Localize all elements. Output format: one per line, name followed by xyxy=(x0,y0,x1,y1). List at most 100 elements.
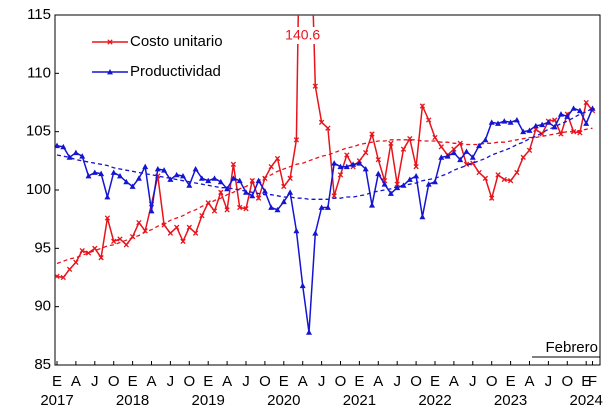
point xyxy=(129,183,136,189)
point xyxy=(344,152,350,158)
year-label: 2023 xyxy=(494,392,527,409)
point xyxy=(551,124,558,130)
legend-label: Productividad xyxy=(130,63,221,80)
point xyxy=(237,204,243,211)
point xyxy=(274,206,281,213)
point xyxy=(306,329,312,335)
y-tick-label: 85 xyxy=(34,356,51,373)
point xyxy=(413,164,419,170)
x-tick-label: O xyxy=(486,373,498,390)
point xyxy=(230,175,237,181)
point xyxy=(148,208,155,214)
point xyxy=(249,192,256,199)
point xyxy=(583,120,590,126)
x-tick-label: O xyxy=(335,373,347,390)
point xyxy=(293,227,300,234)
point xyxy=(495,172,501,178)
point xyxy=(406,176,413,182)
year-label: 2019 xyxy=(192,392,225,409)
point xyxy=(98,255,104,261)
x-tick-label: E xyxy=(52,373,62,390)
point xyxy=(192,166,199,172)
point xyxy=(325,125,331,131)
point xyxy=(350,161,357,167)
x-tick-label: O xyxy=(183,373,195,390)
point xyxy=(419,103,426,109)
point xyxy=(362,166,369,172)
point xyxy=(552,117,558,123)
point xyxy=(73,259,79,265)
point xyxy=(526,147,533,153)
x-tick-label: O xyxy=(410,373,422,390)
point xyxy=(98,170,105,177)
point xyxy=(255,195,262,201)
x-tick-label: J xyxy=(318,373,326,390)
point xyxy=(444,153,451,159)
point xyxy=(337,172,344,178)
point xyxy=(450,149,457,156)
point xyxy=(211,175,218,181)
point xyxy=(495,120,501,126)
point xyxy=(513,117,520,123)
point xyxy=(489,195,495,201)
point xyxy=(243,189,249,195)
point xyxy=(577,130,583,136)
point xyxy=(110,169,117,175)
point xyxy=(463,161,470,167)
point xyxy=(387,190,394,196)
point xyxy=(280,198,287,205)
point xyxy=(507,178,514,184)
x-tick-label: E xyxy=(581,373,591,390)
point xyxy=(312,83,318,89)
point xyxy=(129,234,136,240)
point xyxy=(230,161,237,167)
x-tick-label: A xyxy=(146,373,156,390)
point xyxy=(520,154,526,160)
point xyxy=(224,207,230,213)
point xyxy=(482,136,489,143)
point xyxy=(79,248,85,254)
year-label: 2024 xyxy=(570,392,603,409)
point xyxy=(564,113,571,119)
point xyxy=(287,189,294,195)
point xyxy=(501,176,507,183)
point xyxy=(142,163,149,170)
point xyxy=(394,184,401,191)
point xyxy=(111,238,117,244)
point xyxy=(520,128,527,135)
x-tick-label: O xyxy=(561,373,573,390)
point xyxy=(85,250,92,256)
point xyxy=(104,194,111,200)
point xyxy=(343,163,350,170)
point xyxy=(375,157,381,163)
point xyxy=(85,173,92,179)
data-label-bg xyxy=(280,27,325,44)
point xyxy=(205,200,211,206)
point xyxy=(488,119,495,125)
point xyxy=(381,181,388,187)
y-tick-label: 95 xyxy=(34,239,51,256)
point xyxy=(104,215,111,221)
point xyxy=(438,144,444,150)
legend-label: Costo unitario xyxy=(130,33,223,50)
x-tick-label: A xyxy=(524,373,534,390)
point xyxy=(198,175,205,181)
x-tick-label: J xyxy=(167,373,175,390)
point xyxy=(91,169,98,175)
point xyxy=(205,177,212,184)
x-tick-label: A xyxy=(298,373,308,390)
point xyxy=(55,273,60,279)
point xyxy=(539,131,545,137)
point xyxy=(268,204,275,210)
x-tick-label: J xyxy=(469,373,477,390)
point xyxy=(262,175,268,181)
x-tick-label: J xyxy=(545,373,553,390)
point xyxy=(438,154,445,160)
x-tick-label: A xyxy=(373,373,383,390)
point xyxy=(66,266,73,272)
point xyxy=(211,208,218,214)
point xyxy=(532,122,539,129)
point xyxy=(154,166,161,172)
point xyxy=(79,153,86,159)
